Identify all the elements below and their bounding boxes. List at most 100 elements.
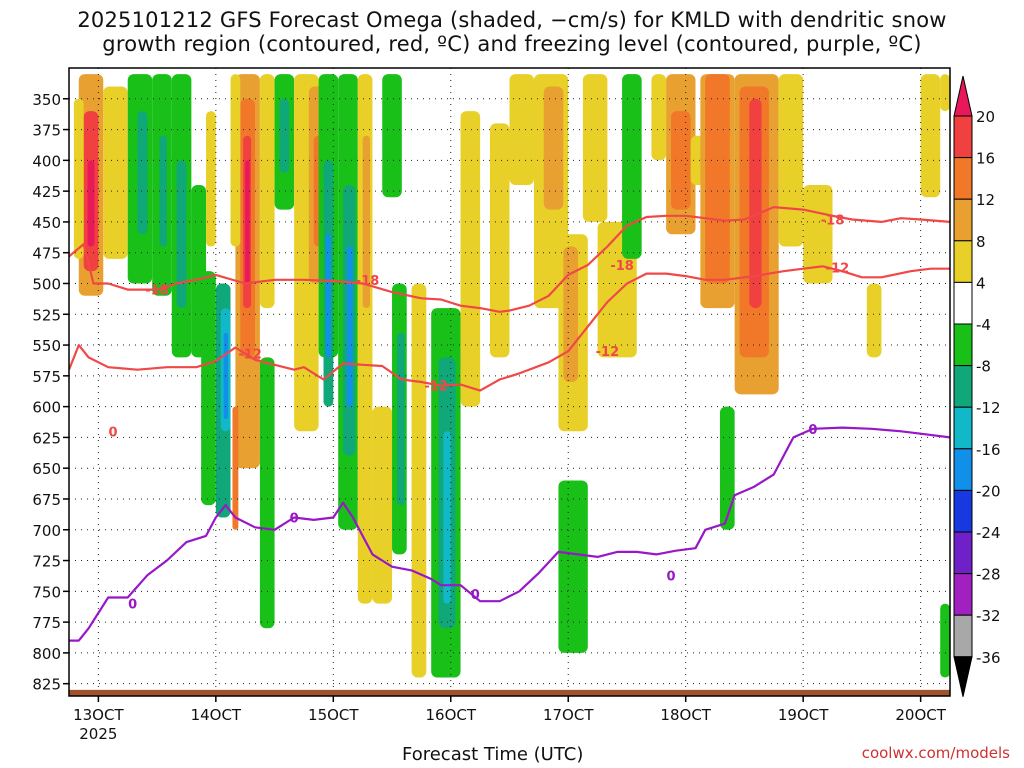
colorbar-bottom-arrow [953,656,973,697]
y-tick-label: 350 [32,91,61,109]
contour-label: 0 [666,569,675,584]
y-axis: 350 375 400 425 450 475 500 525 550 575 600 625 650 6… [32,91,69,694]
omega-cell [778,74,804,247]
contour-label-text: -12 [826,261,850,276]
omega-cell [651,74,667,161]
y-tick-label: 450 [32,214,61,232]
isotherm-contours [69,206,950,642]
contour-label: -12 [238,348,262,363]
x-tick-label: 14OCT [191,706,242,724]
omega-cell [803,184,833,284]
y-tick-label: 725 [32,553,61,571]
omega-cell [347,246,353,407]
omega-cell [87,160,95,247]
omega-cell [443,431,451,604]
colorbar-swatch [953,198,973,242]
contour-label: 0 [471,588,480,603]
contour-line [69,426,950,642]
contour-label-text: -12 [424,380,448,395]
y-tick-label: 375 [32,122,61,140]
colorbar-label: -36 [976,649,1001,667]
y-tick-label: 675 [32,491,61,509]
y-tick-label: 575 [32,368,61,386]
y-tick-label: 750 [32,583,61,601]
contour-label: -12 [424,380,448,395]
contour-label: -18 [145,284,169,299]
contour-line [69,265,950,392]
contour-label-text: 0 [808,423,817,438]
contour-label-text: -18 [821,213,845,228]
title-line-2: growth region (contoured, red, ºC) and f… [102,32,922,56]
x-tick-label: 20OCT [895,706,946,724]
x-axis-title: Forecast Time (UTC) [402,744,584,765]
contour-label: -12 [826,261,850,276]
chart-title: 2025101212 GFS Forecast Omega (shaded, −… [0,8,1024,56]
omega-cell [232,406,239,530]
credit-link[interactable]: coolwx.com/models [861,744,1010,762]
x-tick-label: 15OCT [308,706,359,724]
colorbar-label: -20 [976,482,1001,500]
contour-label-text: -18 [145,284,169,299]
y-tick-label: 550 [32,337,61,355]
y-tick-label: 400 [32,152,61,170]
omega-cell [563,246,579,382]
omega-cell [622,74,642,259]
x-tick-label: 17OCT [543,706,594,724]
colorbar-swatch [953,531,973,575]
contour-label: -18 [821,213,845,228]
omega-cell [73,98,84,259]
x-tick-sublabel: 2025 [79,725,117,743]
omega-cell [372,406,393,604]
omega-cell [137,111,148,235]
omega-cell [206,111,216,247]
contour-label-text: 0 [290,511,299,526]
omega-cell [325,234,331,358]
colorbar-label: -32 [976,607,1001,625]
colorbar-swatch [953,614,973,658]
omega-cell [396,332,405,506]
colorbar: 20 16 12 8 4 -4 -8 -12 -16 -20 -24 -28 -32 -36 [953,75,1001,697]
contour-label: -12 [596,345,620,360]
omega-cell [201,271,216,506]
contour-label: 0 [290,511,299,526]
colorbar-label: 12 [976,191,995,209]
colorbar-swatch [953,323,973,367]
colorbar-label: 20 [976,108,995,126]
omega-cell [719,406,735,530]
title-line-1: 2025101212 GFS Forecast Omega (shaded, −… [77,8,947,32]
colorbar-label: -4 [976,316,991,334]
omega-cell [543,86,564,210]
colorbar-label: -8 [976,358,991,376]
contour-label-text: -18 [356,274,380,289]
colorbar-swatch [953,115,973,159]
omega-cell [159,135,167,247]
omega-cell [176,160,187,309]
colorbar-label: 16 [976,150,995,168]
ground-surface [69,689,950,696]
omega-cell [362,135,371,309]
y-tick-label: 475 [32,245,61,263]
y-tick-label: 700 [32,522,61,540]
colorbar-label: 8 [976,233,986,251]
plot-frame [68,67,951,697]
contour-label-text: -12 [238,348,262,363]
omega-cell [558,480,588,653]
omega-cell [279,98,290,173]
omega-cell [749,98,762,309]
y-tick-label: 775 [32,614,61,632]
contour-label-text: 0 [471,588,480,603]
omega-cell [509,74,534,185]
contour-label-text: 0 [666,569,675,584]
omega-cell [671,111,691,210]
colorbar-swatch [953,448,973,491]
colorbar-label: -16 [976,441,1001,459]
omega-cell [460,111,481,407]
y-tick-label: 825 [32,676,61,694]
omega-shading [73,74,950,678]
contour-label-text: 0 [128,598,137,613]
colorbar-swatch [953,365,973,408]
y-tick-label: 500 [32,275,61,293]
y-tick-label: 650 [32,460,61,478]
x-tick-label: 16OCT [426,706,477,724]
